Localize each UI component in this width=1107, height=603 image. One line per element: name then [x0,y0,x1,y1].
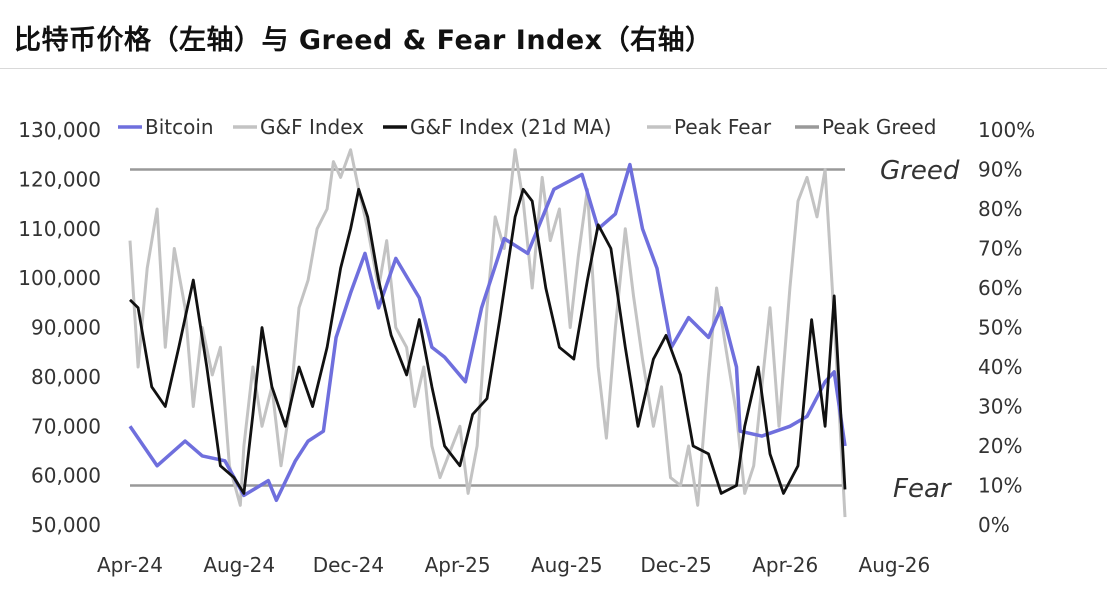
right-tick-label: 50% [978,316,1022,340]
fear-annotation: Fear [893,474,953,504]
greed-annotation: Greed [880,156,960,186]
bitcoin-line [128,162,847,503]
legend-label: G&F Index (21d MA) [410,115,611,139]
legend-label: Peak Fear [674,115,772,139]
left-tick-label: 70,000 [31,414,101,438]
right-tick-label: 90% [978,158,1022,182]
left-tick-label: 90,000 [31,316,101,340]
right-tick-label: 70% [978,237,1022,261]
left-tick-label: 110,000 [18,217,101,241]
left-tick-label: 120,000 [18,167,101,191]
right-tick-label: 0% [978,513,1010,537]
left-tick-label: 130,000 [18,118,101,142]
right-tick-label: 30% [978,395,1022,419]
series-layer [128,148,847,518]
x-tick-label: Aug-26 [859,553,931,577]
left-axis: 50,000 60,000 70,000 80,000 90,000 100,000 110… [18,118,101,537]
legend: Bitcoin G&F Index G&F Index (21d MA) Peak F… [118,115,936,139]
right-axis: 0% 10% 20% 30% 40% 50% 60% 70% 80% 90% 100% [978,118,1035,537]
chart-title: 比特币价格（左轴）与 Greed & Fear Index（右轴） [14,25,713,56]
x-tick-label: Aug-24 [203,553,275,577]
right-tick-label: 100% [978,118,1035,142]
left-tick-label: 60,000 [31,464,101,488]
x-tick-label: Apr-26 [752,553,818,577]
x-axis: Apr-24 Aug-24 Dec-24 Apr-25 Aug-25 Dec-25 Apr-… [97,553,930,577]
right-tick-label: 60% [978,276,1022,300]
right-tick-label: 40% [978,355,1022,379]
legend-label: Peak Greed [822,115,936,139]
right-tick-label: 80% [978,197,1022,221]
legend-label: G&F Index [260,115,364,139]
title-divider [0,68,1107,69]
left-tick-label: 50,000 [31,513,101,537]
reference-lines [130,168,845,487]
legend-label: Bitcoin [145,115,214,139]
x-tick-label: Aug-25 [531,553,603,577]
left-tick-label: 80,000 [31,365,101,389]
x-tick-label: Dec-24 [313,553,384,577]
gf-index-line [128,148,847,518]
left-tick-label: 100,000 [18,266,101,290]
x-tick-label: Apr-25 [425,553,491,577]
x-tick-label: Dec-25 [640,553,711,577]
gf-ma-line [129,187,847,495]
x-tick-label: Apr-24 [97,553,163,577]
right-tick-label: 10% [978,474,1022,498]
right-tick-label: 20% [978,434,1022,458]
